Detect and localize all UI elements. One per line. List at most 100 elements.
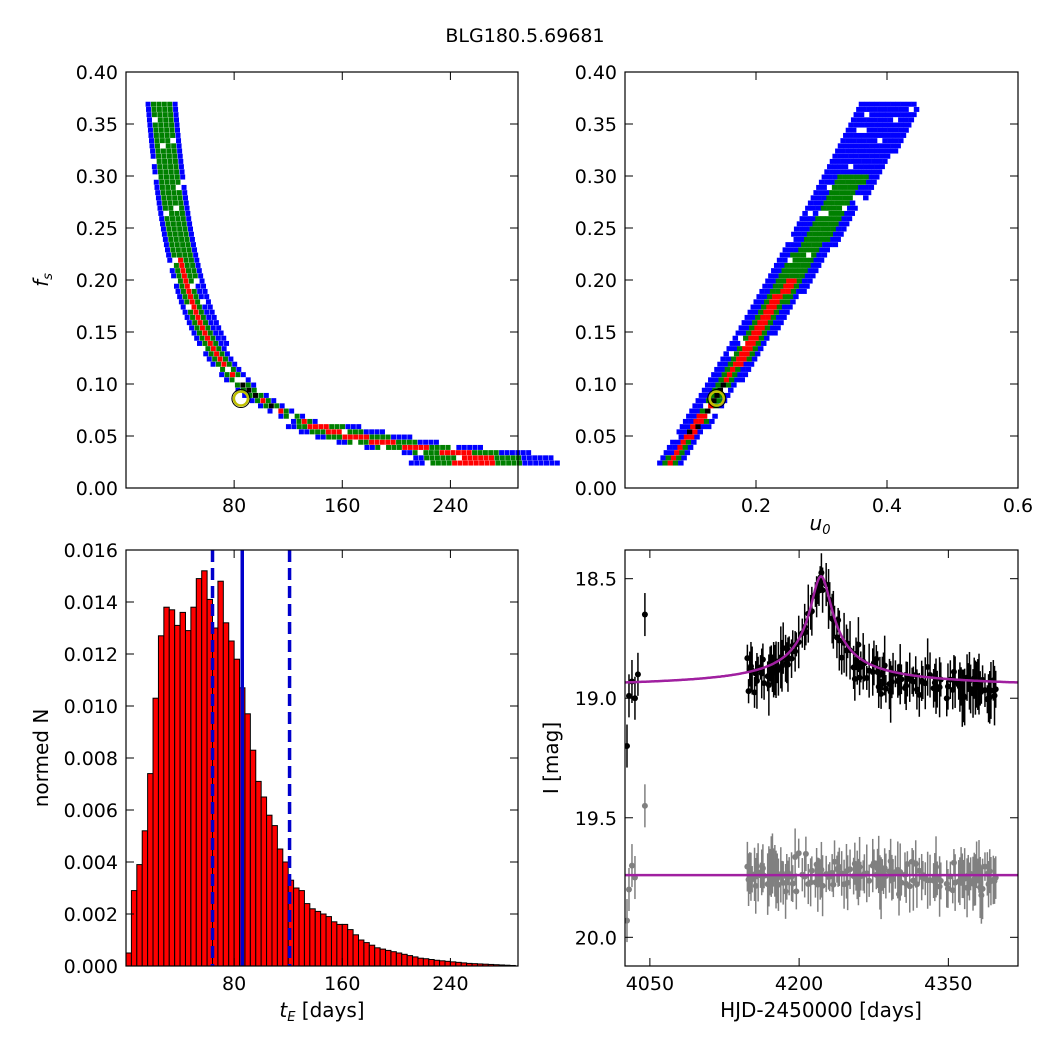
u0-fs-cell: [850, 148, 857, 154]
te-fs-cell: [234, 382, 240, 388]
te-fs-cell: [175, 132, 181, 138]
te-fs-cell: [174, 117, 180, 123]
u0-fs-cell: [799, 226, 805, 232]
u0-fs-cell: [807, 278, 813, 284]
u0-fs-cell: [694, 408, 700, 414]
u0-fs-cell: [773, 262, 780, 268]
te-fs-cell: [174, 174, 180, 180]
residual-data-point: [808, 867, 815, 874]
u0-fs-cell: [861, 148, 867, 154]
u0-fs-cell: [834, 158, 841, 164]
u0-fs-cell: [879, 143, 886, 149]
u0-fs-cell: [720, 382, 727, 388]
te-fs-cell: [221, 335, 227, 341]
residual-data-point: [831, 858, 838, 865]
u0-fs-cell: [882, 148, 888, 154]
te-fs-cell: [187, 226, 193, 232]
residual-data-point: [890, 876, 897, 883]
u0-fs-cell: [804, 216, 811, 222]
u0-fs-cell: [750, 340, 756, 346]
te-fs-cell: [179, 169, 185, 175]
u0-fs-cell: [738, 361, 744, 367]
te-fs-cell: [164, 247, 170, 253]
u0-fs-cell: [850, 138, 857, 144]
te-fs-cell: [203, 351, 209, 357]
te-fs-cell: [184, 314, 190, 320]
te-fs-cell: [526, 455, 532, 461]
te-fs-cell: [213, 330, 219, 336]
u0-fs-cell: [839, 210, 845, 216]
te-fs-cell: [155, 148, 161, 154]
u0-fs-cell: [719, 366, 725, 372]
u0-fs-cell: [820, 216, 826, 222]
te-fs-cell: [202, 304, 208, 310]
u0-fs-cell: [752, 346, 759, 352]
u0-fs-cell: [713, 377, 719, 383]
te-fs-cell: [451, 455, 457, 461]
u0-fs-cell: [829, 190, 835, 196]
te-fs-cell: [182, 195, 188, 201]
u0-fs-cell: [856, 138, 862, 144]
main-data-point: [802, 629, 809, 636]
u0-fs-cell: [812, 221, 818, 227]
u0-fs-cell: [903, 127, 909, 133]
te-fs-cell: [461, 455, 467, 461]
te-fs-cell: [169, 127, 175, 133]
main-data-point: [838, 654, 845, 661]
te-fs-cell: [168, 236, 174, 242]
te-fs-cell: [331, 429, 337, 435]
u0-fs-cell: [665, 455, 672, 461]
main-data-point: [981, 687, 988, 694]
u0-fs-cell: [805, 262, 811, 268]
te-fs-cell: [165, 143, 171, 149]
residual-data-point: [753, 863, 760, 870]
histogram-bar: [428, 959, 435, 967]
te-fs-cell: [174, 127, 180, 133]
te-fs-cell: [245, 377, 251, 383]
u0-fs-cell: [892, 138, 899, 144]
te-fs-cell: [446, 460, 452, 466]
u0-fs-cell: [844, 190, 851, 196]
u0-fs-cell: [770, 278, 776, 284]
te-fs-cell: [181, 247, 187, 253]
u0-fs-cell: [858, 164, 864, 170]
te-fs-cell: [171, 143, 177, 149]
u0-fs-cell: [911, 112, 917, 118]
te-fs-cell: [260, 398, 266, 404]
u0-fs-cell: [769, 299, 775, 305]
u0-fs-cell: [831, 195, 838, 201]
histogram-bar: [276, 848, 284, 967]
te-fs-ytick-label: 0.05: [76, 426, 118, 448]
u0-fs-cell: [887, 117, 894, 123]
u0-fs-cell: [861, 158, 867, 164]
main-data-point: [878, 690, 885, 697]
te-fs-cell: [500, 460, 506, 466]
u0-fs-cell: [826, 205, 832, 211]
u0-fs-cell: [819, 236, 826, 242]
te-fs-cell: [172, 153, 178, 159]
te-fs-cell: [203, 320, 209, 326]
te-fs-cell: [168, 169, 174, 175]
te-fs-cell: [478, 455, 484, 461]
u0-fs-cell: [682, 444, 689, 450]
u0-fs-cell: [868, 164, 875, 170]
residual-data-point: [898, 879, 905, 886]
u0-fs-cell: [755, 340, 762, 346]
u0-fs-cell: [681, 455, 687, 461]
u0-fs-cell: [800, 252, 807, 258]
histogram-bar: [125, 952, 132, 967]
te-fs-cell: [334, 424, 340, 430]
u0-fs-cell: [784, 299, 791, 305]
u0-fs-cell: [850, 190, 856, 196]
te-fs-cell: [554, 460, 560, 466]
te-fs-best-marker-outline: [231, 389, 251, 409]
u0-fs-cell: [876, 158, 883, 164]
u0-fs-cell: [689, 408, 695, 414]
te-fs-cell: [156, 106, 162, 112]
u0-fs-cell: [782, 247, 789, 253]
u0-fs-cell: [847, 205, 853, 211]
u0-fs-ytick-label: 0.30: [575, 166, 617, 188]
te-fs-cell: [177, 195, 183, 201]
residual-data-point: [913, 881, 920, 888]
te-fs-cell: [184, 299, 190, 305]
